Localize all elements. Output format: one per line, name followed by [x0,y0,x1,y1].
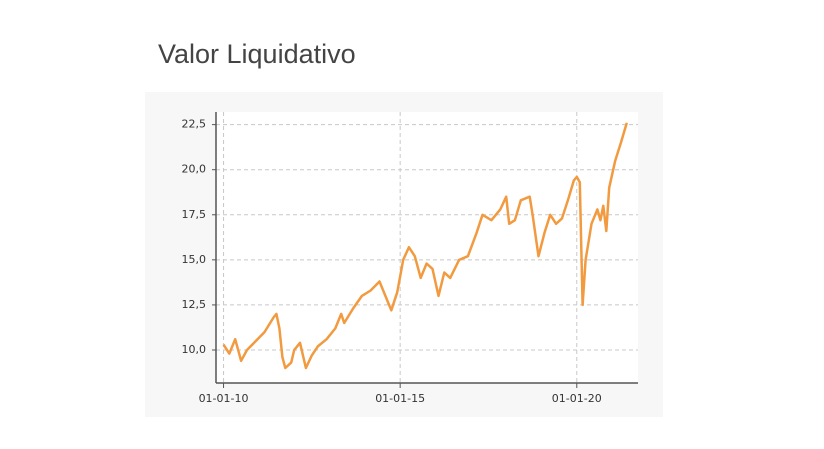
y-tick-label: 12,5 [182,298,207,311]
x-tick-label: 01-01-20 [552,392,602,405]
y-tick-label: 15,0 [182,253,207,266]
y-tick-label: 20,0 [182,163,207,176]
chart-title: Valor Liquidativo [158,39,356,69]
x-tick-label: 01-01-15 [375,392,425,405]
x-tick-label: 01-01-10 [199,392,249,405]
y-tick-label: 10,0 [182,343,207,356]
y-tick-label: 22,5 [182,118,207,131]
line [222,122,628,370]
plot-area [216,112,638,383]
y-tick-label: 17,5 [182,208,207,221]
